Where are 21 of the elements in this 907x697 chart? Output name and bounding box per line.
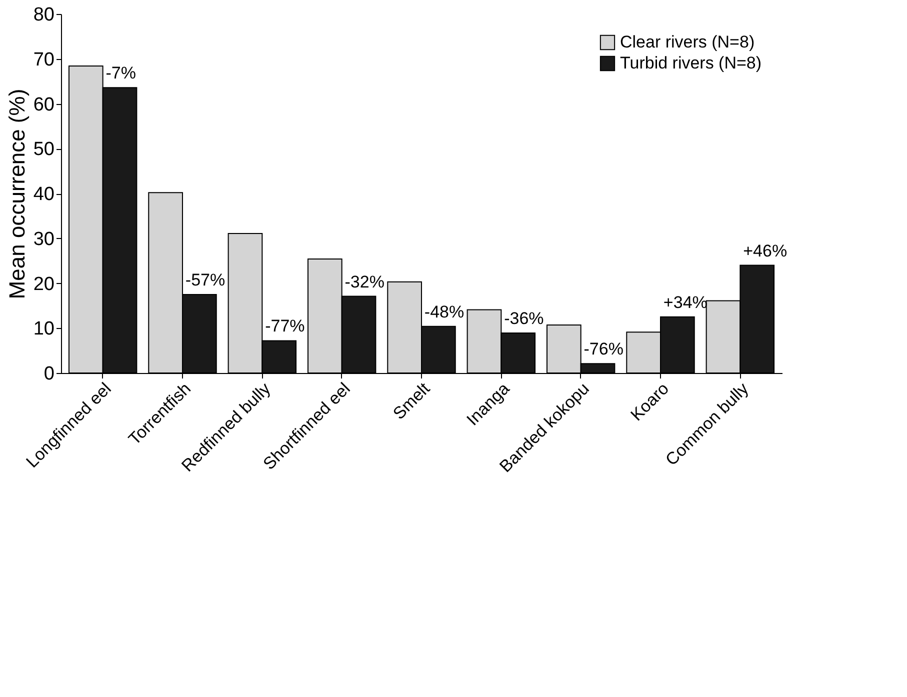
y-tick-label: 60 — [33, 94, 54, 116]
annotation: -57% — [185, 270, 226, 290]
annotation: -36% — [504, 309, 544, 328]
y-tick-label: 30 — [33, 228, 54, 250]
y-tick-label: 50 — [33, 139, 54, 160]
legend-label: Clear rivers (N=8) — [620, 32, 755, 52]
annotation: +46% — [743, 241, 788, 260]
annotation: -32% — [344, 272, 384, 292]
annotation: -48% — [424, 302, 464, 322]
y-tick-label: 10 — [33, 318, 54, 340]
annotation: -7% — [106, 64, 136, 83]
y-tick-label: 40 — [33, 184, 54, 205]
y-tick-label: 80 — [33, 4, 54, 26]
annotation: +34% — [663, 292, 708, 312]
annotation: -77% — [265, 316, 305, 336]
y-tick-label: 0 — [44, 364, 54, 384]
y-tick-label: 20 — [33, 274, 54, 295]
annotation: -76% — [584, 340, 624, 359]
y-axis-title: Mean occurrence (%) — [4, 88, 30, 300]
legend-label: Turbid rivers (N=8) — [620, 54, 762, 72]
y-tick-label: 70 — [33, 49, 54, 70]
